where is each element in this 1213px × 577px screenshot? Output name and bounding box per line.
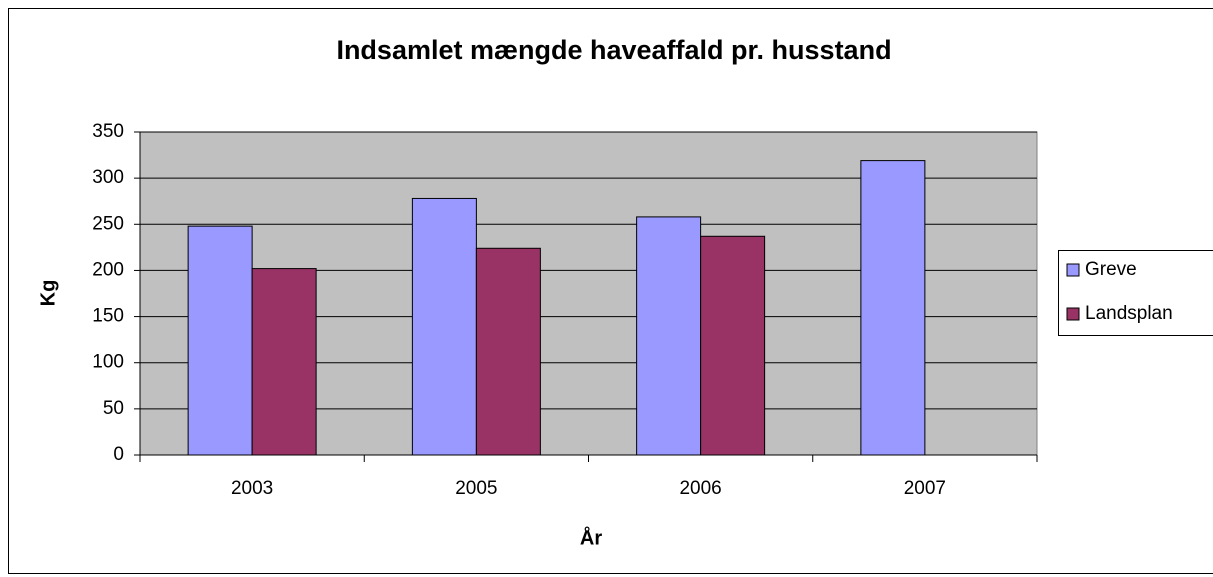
x-tick-label: 2005 [455,478,497,499]
y-tick-label: 300 [92,167,124,188]
x-axis-title: År [580,525,602,549]
bar [475,247,541,456]
bar [411,197,477,456]
y-tick-label: 200 [92,259,124,280]
y-tick-label: 250 [92,213,124,234]
bar [636,216,702,456]
x-tick-label: 2006 [679,478,721,499]
y-tick-label: 150 [92,306,124,327]
bar [187,225,253,456]
chart-title: Indsamlet mængde haveaffald pr. husstand [336,35,891,65]
y-tick-label: 0 [113,444,124,465]
legend-label: Greve [1085,259,1137,280]
y-axis-title: Kg [37,280,59,307]
bar [860,160,926,456]
x-tick-label: 2007 [904,478,946,499]
x-tick-label: 2003 [231,478,273,499]
y-tick-label: 50 [103,398,124,419]
legend-swatch [1066,307,1080,321]
bar [700,235,766,456]
legend-box [1058,250,1213,336]
legend-swatch [1066,263,1080,277]
y-tick-label: 350 [92,121,124,142]
legend-label: Landsplan [1085,303,1173,324]
y-tick-label: 100 [92,352,124,373]
bar [251,268,317,456]
